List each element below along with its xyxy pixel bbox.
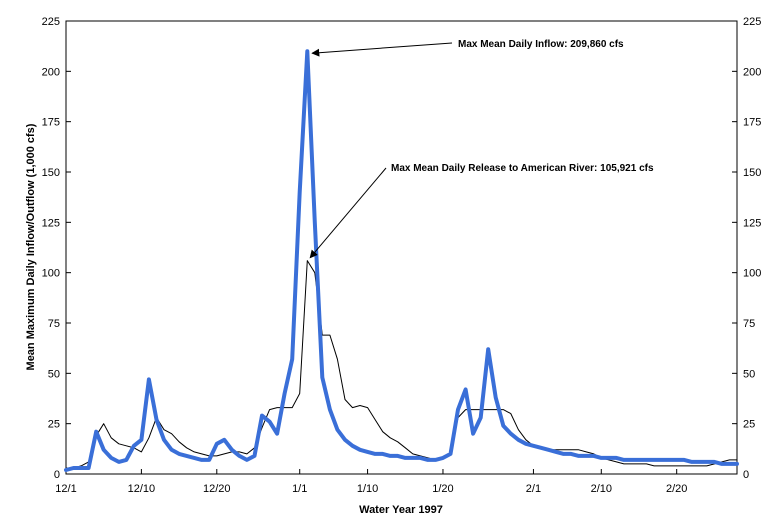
y-tick-label-left: 175 xyxy=(42,117,60,129)
annotation-max-release: Max Mean Daily Release to American River… xyxy=(391,163,654,174)
annotation-max-inflow: Max Mean Daily Inflow: 209,860 cfs xyxy=(458,39,624,50)
x-tick-label: 1/20 xyxy=(432,483,453,495)
y-tick-label-left: 200 xyxy=(42,66,60,78)
x-tick-label: 12/1 xyxy=(55,483,76,495)
x-tick-label: 1/10 xyxy=(357,483,378,495)
x-tick-label: 1/1 xyxy=(292,483,307,495)
series-layer xyxy=(64,49,739,472)
x-tick-label: 2/20 xyxy=(666,483,687,495)
y-axis-left: 0 25 50 75 100 125 150 175 200 225 xyxy=(42,16,71,481)
release-series-line xyxy=(65,260,738,469)
y-tick-label-right: 0 xyxy=(743,469,749,481)
annotation-arrow-inflow xyxy=(311,42,453,57)
y-tick-label-left: 75 xyxy=(48,318,60,330)
y-tick-label-right: 25 xyxy=(743,419,755,431)
inflow-series-line xyxy=(64,49,739,472)
y-tick-label-right: 225 xyxy=(743,16,761,28)
y-tick-label-left: 225 xyxy=(42,16,60,28)
y-tick-label-right: 150 xyxy=(743,167,761,179)
y-tick-label-left: 100 xyxy=(42,268,60,280)
x-tick-label: 2/10 xyxy=(591,483,612,495)
annotation-layer: Max Mean Daily Inflow: 209,860 cfs Max Me… xyxy=(309,39,654,259)
y-tick-label-right: 100 xyxy=(743,268,761,280)
y-axis-right: 0 25 50 75 100 125 150 175 200 225 xyxy=(732,16,761,481)
y-axis-title: Mean Maximum Daily Inflow/Outflow (1,000… xyxy=(25,123,37,370)
y-tick-label-left: 25 xyxy=(48,419,60,431)
x-tick-label: 12/20 xyxy=(203,483,231,495)
y-tick-label-right: 175 xyxy=(743,117,761,129)
y-tick-label-right: 50 xyxy=(743,368,755,380)
annotation-arrow-release xyxy=(309,167,387,259)
y-tick-label-left: 0 xyxy=(54,469,60,481)
y-tick-label-left: 50 xyxy=(48,368,60,380)
x-tick-label: 12/10 xyxy=(128,483,156,495)
y-tick-label-right: 200 xyxy=(743,66,761,78)
y-tick-label-left: 150 xyxy=(42,167,60,179)
x-tick-label: 2/1 xyxy=(526,483,541,495)
y-tick-label-right: 125 xyxy=(743,217,761,229)
x-axis: 12/1 12/10 12/20 1/1 1/10 1/20 2/1 2/10 2/20 xyxy=(55,469,687,495)
plot-area xyxy=(65,20,738,475)
y-tick-label-right: 75 xyxy=(743,318,755,330)
x-axis-title: Water Year 1997 xyxy=(359,504,443,516)
y-tick-label-left: 125 xyxy=(42,217,60,229)
